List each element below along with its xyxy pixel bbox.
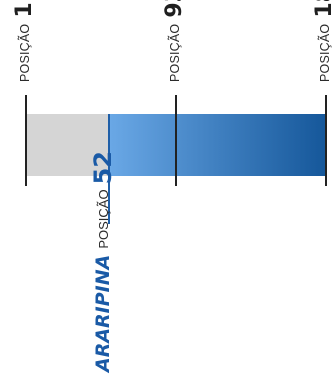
scale-tick [175,95,177,186]
scale-tick [325,95,327,186]
scale-position-number: 185 [312,0,336,18]
scale-label: POSIÇÃO 1 [12,2,37,82]
city-marker-line [108,114,111,224]
scale-tick [25,95,27,186]
scale-position-number: 93 [162,0,187,18]
city-position-caption: POSIÇÃO [95,189,111,249]
ranking-bar [109,114,326,176]
scale-position-caption: POSIÇÃO [17,23,32,82]
scale-label: POSIÇÃO 185 [312,0,336,82]
scale-position-number: 1 [12,2,37,18]
scale-position-caption: POSIÇÃO [167,23,182,82]
scale-label: POSIÇÃO 93 [162,0,187,82]
city-label: ARARIPINA POSIÇÃO 52 [89,151,117,372]
city-name: ARARIPINA [92,254,115,372]
scale-position-caption: POSIÇÃO [317,23,332,82]
city-position-number: 52 [89,151,118,185]
